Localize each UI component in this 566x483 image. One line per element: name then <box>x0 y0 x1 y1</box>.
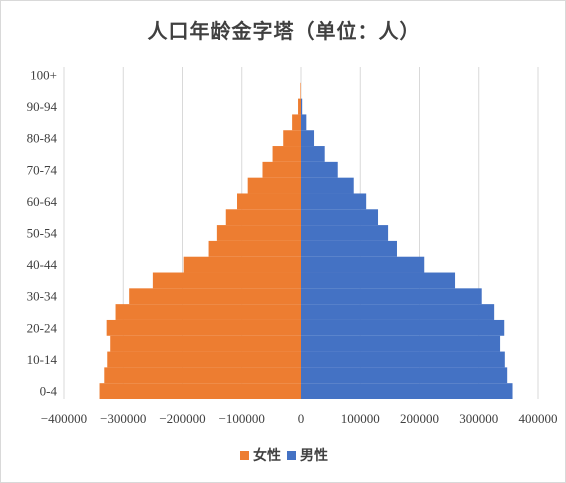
bar-male-25-29 <box>301 304 495 320</box>
x-tick-label: 300000 <box>459 411 498 426</box>
bar-female-15-19 <box>110 335 301 352</box>
bar-female-60-64 <box>237 193 301 210</box>
x-tick-label: −300000 <box>100 411 146 426</box>
bar-female-35-39 <box>152 272 301 289</box>
x-tick-label: −200000 <box>159 411 205 426</box>
bar-female-40-44 <box>183 256 301 273</box>
bar-male-10-14 <box>301 351 505 368</box>
bar-male-85-89 <box>301 114 307 131</box>
bar-male-55-59 <box>301 209 379 226</box>
y-tick-label: 80-84 <box>27 131 58 146</box>
chart-title: 人口年龄金字塔（单位：人） <box>147 19 421 43</box>
y-tick-label: 50-54 <box>27 226 58 241</box>
bar-male-65-69 <box>301 177 354 194</box>
bar-male-70-74 <box>301 161 338 178</box>
x-tick-label: 0 <box>298 411 305 426</box>
x-tick-label: 100000 <box>341 411 380 426</box>
bar-male-30-34 <box>301 288 482 305</box>
bar-male-75-79 <box>301 146 325 162</box>
legend: 女性 男性 <box>1 445 566 465</box>
x-tick-label: −100000 <box>219 411 265 426</box>
legend-item-female: 女性 <box>240 445 281 465</box>
bar-female-25-29 <box>115 304 301 320</box>
y-tick-labels: 0-4 10-14 20-24 30-34 40-44 50-54 60-64 70-74 80… <box>27 67 58 398</box>
bar-female-30-34 <box>129 288 301 305</box>
y-tick-label: 60-64 <box>27 194 58 209</box>
x-tick-labels: −400000 −300000 −200000 −100000 0 100000 20000… <box>41 411 558 426</box>
bar-male-60-64 <box>301 193 367 210</box>
bar-female-65-69 <box>247 177 301 194</box>
bar-male-90-94 <box>301 98 303 115</box>
bar-male-40-44 <box>301 256 425 273</box>
y-tick-label: 10-14 <box>27 352 58 367</box>
legend-swatch-male <box>287 450 296 460</box>
y-tick-label: 20-24 <box>27 320 58 335</box>
y-tick-label: 0-4 <box>40 384 58 399</box>
x-tick-label: 200000 <box>400 411 439 426</box>
x-tick-label: −400000 <box>41 411 87 426</box>
bar-male-15-19 <box>301 335 501 352</box>
bar-female-0-4 <box>99 383 301 399</box>
bar-female-90-94 <box>298 98 301 115</box>
bar-female-55-59 <box>225 209 301 226</box>
bar-male-5-9 <box>301 367 508 384</box>
bar-female-80-84 <box>283 130 301 147</box>
bar-male-35-39 <box>301 272 456 289</box>
bar-female-10-14 <box>107 351 301 368</box>
y-tick-label: 100+ <box>30 67 57 82</box>
bar-female-75-79 <box>272 146 301 162</box>
bar-female-50-54 <box>216 225 301 241</box>
legend-label-female: 女性 <box>253 448 281 464</box>
y-tick-label: 30-34 <box>27 289 58 304</box>
bar-female-70-74 <box>262 161 301 178</box>
bar-male-20-24 <box>301 319 505 336</box>
bar-male-45-49 <box>301 240 397 257</box>
pyramid-chart: 0-4 10-14 20-24 30-34 40-44 50-54 60-64 70-74 80… <box>27 67 558 426</box>
bar-female-85-89 <box>292 114 301 131</box>
bar-male-80-84 <box>301 130 315 147</box>
legend-label-male: 男性 <box>300 448 328 464</box>
bar-male-0-4 <box>301 383 513 399</box>
y-tick-label: 90-94 <box>27 99 58 114</box>
bar-female-20-24 <box>106 319 301 336</box>
legend-swatch-female <box>240 450 249 460</box>
y-tick-label: 40-44 <box>27 257 58 272</box>
x-tick-label: 400000 <box>519 411 558 426</box>
bar-female-45-49 <box>208 240 301 257</box>
bar-female-95-99 <box>300 82 301 99</box>
bar-male-50-54 <box>301 225 389 241</box>
y-tick-label: 70-74 <box>27 162 58 177</box>
bar-female-5-9 <box>104 367 301 384</box>
legend-item-male: 男性 <box>287 445 328 465</box>
bars <box>99 82 513 399</box>
